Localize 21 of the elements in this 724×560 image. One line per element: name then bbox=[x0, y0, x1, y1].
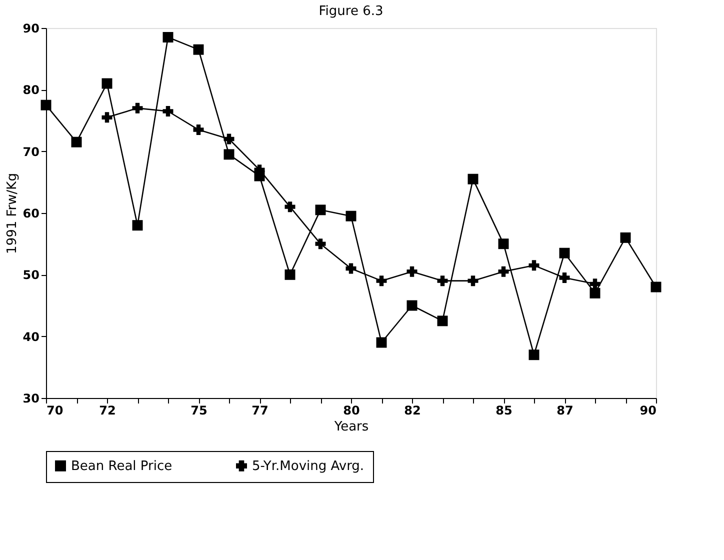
y-tick-label: 80 bbox=[22, 83, 40, 98]
x-tick-label: 80 bbox=[343, 404, 360, 418]
y-tick-label: 60 bbox=[22, 206, 40, 220]
x-tick-label: 70 bbox=[46, 404, 64, 418]
x-tick-label: 90 bbox=[640, 404, 656, 418]
x-tick-label: 77 bbox=[252, 404, 268, 418]
x-tick-label: 82 bbox=[404, 404, 421, 418]
legend-label: 5-Yr.Moving Avrg. bbox=[252, 458, 364, 474]
x-axis-title: Years bbox=[333, 420, 369, 434]
legend-label: Bean Real Price bbox=[71, 458, 172, 474]
y-tick-label: 50 bbox=[22, 268, 40, 282]
x-tick-label: 75 bbox=[190, 404, 208, 418]
y-tick-label: 40 bbox=[22, 330, 40, 344]
x-tick-label: 85 bbox=[496, 404, 512, 418]
x-tick-label: 87 bbox=[556, 404, 574, 418]
y-axis-title: 1991 Frw/Kg bbox=[4, 173, 20, 254]
chart-title: Figure 6.3 bbox=[318, 4, 384, 19]
x-tick-label: 72 bbox=[99, 404, 116, 418]
y-tick-label: 70 bbox=[22, 144, 40, 159]
y-tick-label: 30 bbox=[22, 392, 40, 406]
y-tick-label: 90 bbox=[22, 22, 40, 36]
